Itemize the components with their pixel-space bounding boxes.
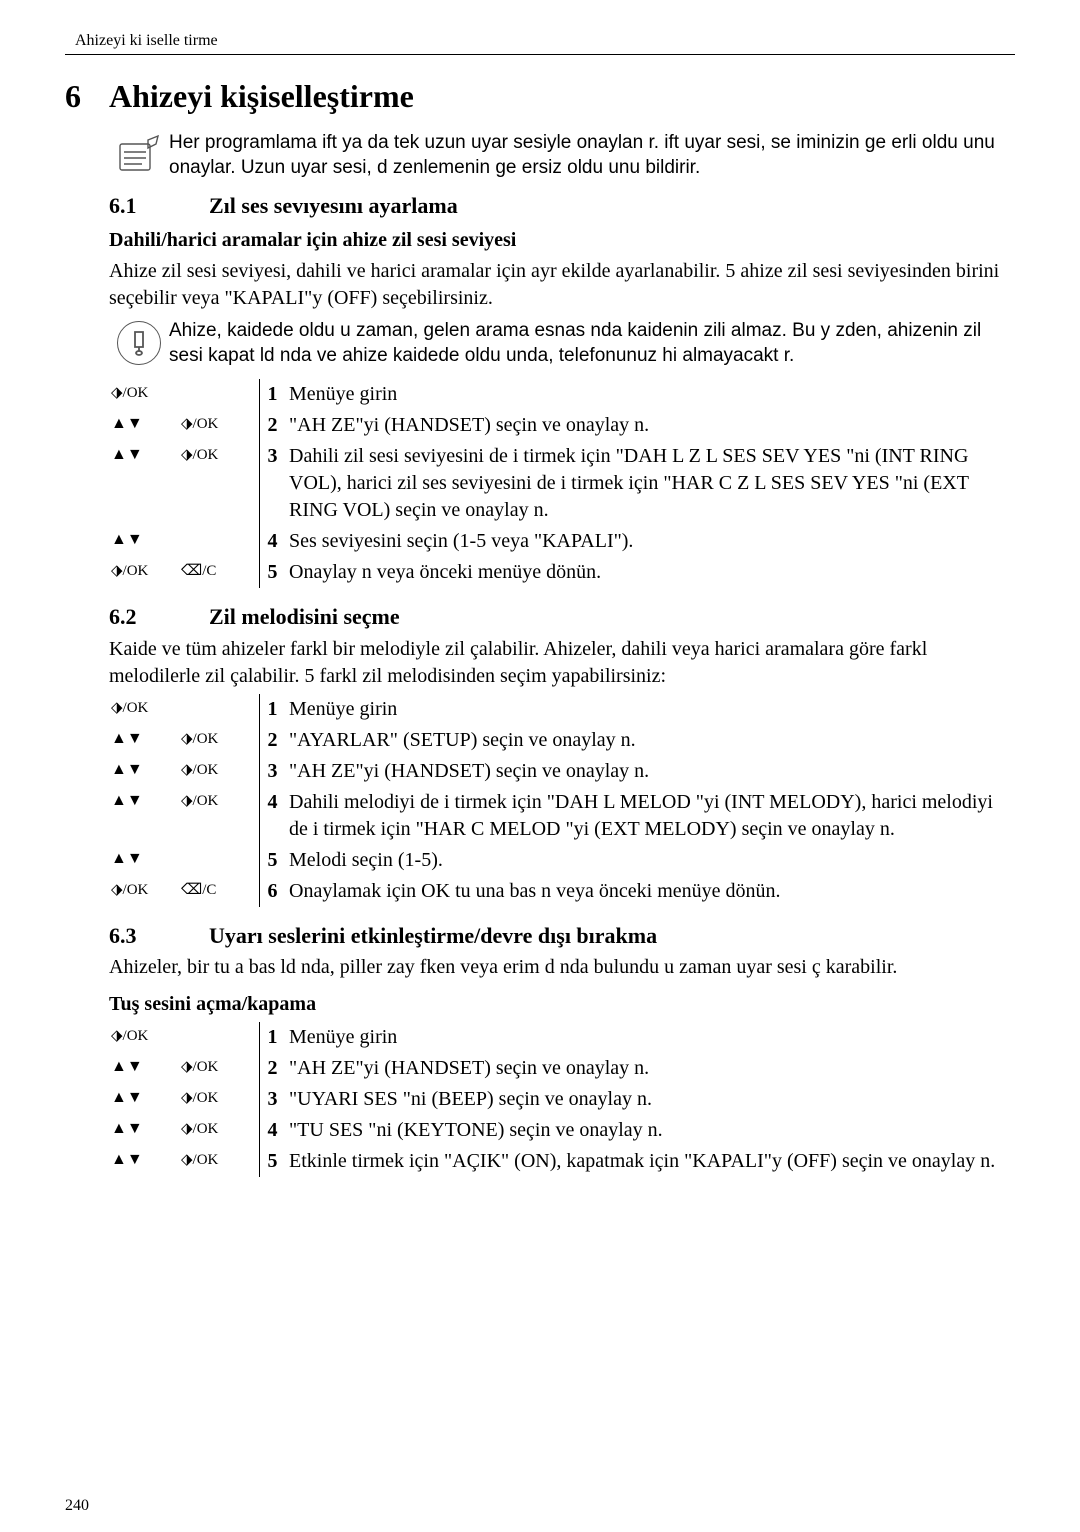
step-row: ▲▼⬗/OK3Dahili zil sesi seviyesini de i t… — [109, 441, 1015, 526]
step-icons: ▲▼⬗/OK — [109, 1146, 259, 1177]
step-number: 3 — [259, 756, 285, 787]
step-number: 1 — [259, 379, 285, 410]
step-icons: ▲▼⬗/OK — [109, 1053, 259, 1084]
step-number: 5 — [259, 845, 285, 876]
step-text: Onaylay n veya önceki menüye dönün. — [285, 557, 1015, 588]
step-row: ▲▼⬗/OK4"TU SES "ni (KEYTONE) seçin ve on… — [109, 1115, 1015, 1146]
step-number: 2 — [259, 725, 285, 756]
step-number: 3 — [259, 441, 285, 526]
step-text: Menüye girin — [285, 379, 1015, 410]
step-number: 4 — [259, 526, 285, 557]
step-icons: ▲▼⬗/OK — [109, 787, 259, 845]
step-number: 6 — [259, 876, 285, 907]
s61-title: Zıl ses sevıyesını ayarlama — [209, 191, 458, 221]
step-text: Menüye girin — [285, 694, 1015, 725]
step-icons: ▲▼ — [109, 526, 259, 557]
step-icons: ▲▼⬗/OK — [109, 756, 259, 787]
step-text: Dahili zil sesi seviyesini de i tirmek i… — [285, 441, 1015, 526]
note-box-1: Her programlama ift ya da tek uzun uyar … — [65, 130, 1015, 181]
step-icons: ▲▼ — [109, 845, 259, 876]
s62-number: 6.2 — [109, 602, 209, 632]
step-icons: ⬗/OK — [109, 1022, 259, 1053]
step-row: ⬗/OK⌫/C6Onaylamak için OK tu una bas n v… — [109, 876, 1015, 907]
step-text: Ses seviyesini seçin (1-5 veya "KAPALI")… — [285, 526, 1015, 557]
steps-6-1: ⬗/OK1Menüye girin▲▼⬗/OK2"AH ZE"yi (HANDS… — [109, 379, 1015, 588]
step-icons: ⬗/OK — [109, 379, 259, 410]
step-row: ▲▼⬗/OK2"AYARLAR" (SETUP) seçin ve onayla… — [109, 725, 1015, 756]
step-text: "AH ZE"yi (HANDSET) seçin ve onaylay n. — [285, 756, 1015, 787]
s61-para: Ahize zil sesi seviyesi, dahili ve haric… — [65, 258, 1015, 312]
step-row: ▲▼⬗/OK5Etkinle tirmek için "AÇIK" (ON), … — [109, 1146, 1015, 1177]
page-number: 240 — [65, 1495, 89, 1517]
step-icons: ▲▼⬗/OK — [109, 410, 259, 441]
step-icons: ▲▼⬗/OK — [109, 1115, 259, 1146]
step-text: Dahili melodiyi de i tirmek için "DAH L … — [285, 787, 1015, 845]
step-icons: ⬗/OK — [109, 694, 259, 725]
step-text: Melodi seçin (1-5). — [285, 845, 1015, 876]
s63-h3: Tuş sesini açma/kapama — [65, 991, 1015, 1018]
step-icons: ⬗/OK⌫/C — [109, 876, 259, 907]
step-number: 1 — [259, 694, 285, 725]
step-number: 3 — [259, 1084, 285, 1115]
step-text: Onaylamak için OK tu una bas n veya önce… — [285, 876, 1015, 907]
step-icons: ⬗/OK⌫/C — [109, 557, 259, 588]
s62-para: Kaide ve tüm ahizeler farkl bir melodiyl… — [65, 636, 1015, 690]
step-text: "TU SES "ni (KEYTONE) seçin ve onaylay n… — [285, 1115, 1015, 1146]
s62-title: Zil melodisini seçme — [209, 602, 400, 632]
step-number: 4 — [259, 787, 285, 845]
info-icon — [109, 318, 169, 369]
step-row: ⬗/OK1Menüye girin — [109, 1022, 1015, 1053]
step-text: Menüye girin — [285, 1022, 1015, 1053]
h1-title: Ahizeyi kişiselleştirme — [109, 78, 414, 114]
step-number: 5 — [259, 557, 285, 588]
page-header: Ahizeyi ki iselle tirme — [65, 30, 1015, 55]
steps-6-3: ⬗/OK1Menüye girin▲▼⬗/OK2"AH ZE"yi (HANDS… — [109, 1022, 1015, 1177]
step-number: 5 — [259, 1146, 285, 1177]
step-number: 4 — [259, 1115, 285, 1146]
step-row: ▲▼⬗/OK2"AH ZE"yi (HANDSET) seçin ve onay… — [109, 1053, 1015, 1084]
step-row: ⬗/OK1Menüye girin — [109, 694, 1015, 725]
step-text: "AH ZE"yi (HANDSET) seçin ve onaylay n. — [285, 410, 1015, 441]
step-text: Etkinle tirmek için "AÇIK" (ON), kapatma… — [285, 1146, 1015, 1177]
step-number: 1 — [259, 1022, 285, 1053]
steps-6-2: ⬗/OK1Menüye girin▲▼⬗/OK2"AYARLAR" (SETUP… — [109, 694, 1015, 907]
heading-1: 6Ahizeyi kişiselleştirme — [65, 75, 1015, 118]
step-row: ▲▼4Ses seviyesini seçin (1-5 veya "KAPAL… — [109, 526, 1015, 557]
step-icons: ▲▼⬗/OK — [109, 441, 259, 526]
step-icons: ▲▼⬗/OK — [109, 1084, 259, 1115]
note-text-2: Ahize, kaidede oldu u zaman, gelen arama… — [169, 318, 1015, 369]
s61-h3: Dahili/harici aramalar için ahize zil se… — [65, 227, 1015, 254]
step-row: ▲▼⬗/OK3"UYARI SES "ni (BEEP) seçin ve on… — [109, 1084, 1015, 1115]
step-row: ▲▼⬗/OK4Dahili melodiyi de i tirmek için … — [109, 787, 1015, 845]
s63-para: Ahizeler, bir tu a bas ld nda, piller za… — [65, 954, 1015, 981]
step-row: ▲▼5Melodi seçin (1-5). — [109, 845, 1015, 876]
s63-title: Uyarı seslerini etkinleştirme/devre dışı… — [209, 921, 657, 951]
s63-number: 6.3 — [109, 921, 209, 951]
step-number: 2 — [259, 1053, 285, 1084]
step-text: "AYARLAR" (SETUP) seçin ve onaylay n. — [285, 725, 1015, 756]
step-row: ▲▼⬗/OK3"AH ZE"yi (HANDSET) seçin ve onay… — [109, 756, 1015, 787]
step-row: ▲▼⬗/OK2"AH ZE"yi (HANDSET) seçin ve onay… — [109, 410, 1015, 441]
note-box-2: Ahize, kaidede oldu u zaman, gelen arama… — [65, 318, 1015, 369]
step-text: "UYARI SES "ni (BEEP) seçin ve onaylay n… — [285, 1084, 1015, 1115]
note-text-1: Her programlama ift ya da tek uzun uyar … — [169, 130, 1015, 181]
step-row: ⬗/OK⌫/C5Onaylay n veya önceki menüye dön… — [109, 557, 1015, 588]
s61-number: 6.1 — [109, 191, 209, 221]
step-text: "AH ZE"yi (HANDSET) seçin ve onaylay n. — [285, 1053, 1015, 1084]
h1-number: 6 — [65, 75, 109, 118]
step-row: ⬗/OK1Menüye girin — [109, 379, 1015, 410]
note-icon — [109, 130, 169, 181]
step-icons: ▲▼⬗/OK — [109, 725, 259, 756]
step-number: 2 — [259, 410, 285, 441]
